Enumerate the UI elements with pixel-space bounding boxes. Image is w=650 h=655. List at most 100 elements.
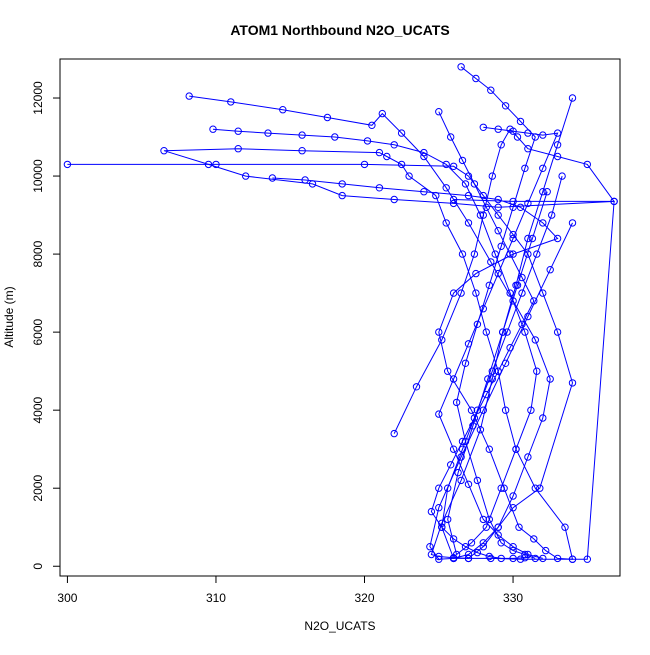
data-point: [479, 543, 487, 551]
data-point: [449, 535, 458, 543]
data-point: [473, 548, 482, 557]
data-point: [473, 320, 482, 328]
y-tick-label: 12000: [31, 81, 45, 115]
data-point: [530, 535, 538, 543]
data-point: [461, 180, 470, 188]
data-point: [487, 86, 495, 94]
y-axis-label: Altitude (m): [2, 286, 16, 347]
data-point: [494, 227, 502, 235]
y-tick-label: 2000: [31, 475, 45, 502]
data-point: [531, 554, 539, 563]
data-point: [494, 195, 502, 204]
data-point: [499, 328, 507, 336]
series-line: [163, 97, 616, 560]
data-point: [472, 289, 480, 297]
data-point: [539, 289, 547, 297]
y-tick-label: 6000: [31, 318, 45, 345]
data-point: [484, 375, 492, 383]
data-point: [268, 174, 277, 182]
data-point: [390, 429, 398, 438]
data-point: [464, 340, 473, 348]
data-point: [331, 133, 339, 141]
data-point: [209, 125, 217, 133]
data-point: [553, 554, 562, 563]
data-point: [444, 515, 452, 524]
data-point: [458, 250, 467, 258]
data-point: [279, 106, 287, 114]
data-point: [501, 406, 510, 414]
data-point: [63, 160, 72, 169]
data-point: [509, 127, 517, 135]
data-point: [160, 147, 168, 155]
x-tick-label: 330: [503, 591, 523, 605]
series-7: [427, 108, 538, 563]
data-point: [449, 289, 458, 297]
data-point: [494, 211, 502, 219]
data-point: [512, 445, 520, 453]
data-point: [458, 437, 467, 446]
y-tick-label: 10000: [31, 159, 45, 193]
data-point: [479, 305, 487, 313]
data-point: [539, 219, 547, 227]
data-point: [427, 507, 436, 516]
data-point: [435, 108, 443, 116]
data-point: [469, 422, 477, 430]
y-axis: 0 2000 4000 6000 8000 10000 12000: [31, 81, 61, 570]
data-point: [568, 94, 577, 102]
data-point: [442, 184, 450, 192]
data-point: [485, 445, 493, 453]
data-point: [516, 555, 525, 563]
data-point: [449, 375, 458, 383]
data-point: [464, 554, 473, 563]
data-point: [568, 379, 577, 387]
data-point: [338, 191, 346, 200]
data-point: [528, 234, 537, 243]
data-point: [375, 184, 384, 192]
data-point: [513, 133, 522, 141]
data-point: [553, 234, 562, 243]
data-point: [539, 554, 547, 563]
series-2: [268, 174, 618, 563]
data-point: [509, 492, 517, 500]
data-point: [583, 160, 591, 169]
data-point: [426, 543, 434, 551]
data-point: [464, 219, 473, 227]
data-point: [509, 554, 517, 563]
data-point: [527, 406, 535, 414]
data-point: [363, 137, 372, 145]
series-8: [435, 123, 562, 563]
data-point: [568, 555, 577, 563]
data-point: [383, 152, 391, 161]
data-point: [470, 250, 479, 258]
data-point: [368, 121, 376, 130]
data-point: [497, 242, 505, 251]
data-point: [482, 328, 490, 336]
data-point: [473, 406, 482, 414]
y-tick-label: 4000: [31, 396, 45, 423]
data-point: [509, 543, 517, 551]
data-point: [444, 484, 452, 492]
data-point: [438, 523, 446, 531]
data-point: [323, 113, 332, 122]
series-3: [63, 160, 577, 563]
data-point: [487, 258, 495, 266]
data-point: [553, 129, 562, 137]
x-tick-label: 310: [206, 591, 226, 605]
data-point: [524, 199, 532, 208]
data-point: [464, 191, 473, 200]
data-point: [494, 523, 502, 531]
data-point: [509, 504, 517, 512]
data-point: [482, 203, 490, 212]
data-point: [513, 281, 522, 289]
data-point: [264, 129, 272, 137]
data-point: [470, 414, 479, 422]
data-point: [506, 289, 514, 297]
data-point: [610, 197, 618, 206]
data-point: [390, 195, 398, 204]
data-point: [427, 550, 436, 559]
data-point: [531, 336, 539, 344]
data-point: [497, 484, 505, 492]
data-point: [420, 148, 428, 157]
series-line: [212, 128, 548, 556]
